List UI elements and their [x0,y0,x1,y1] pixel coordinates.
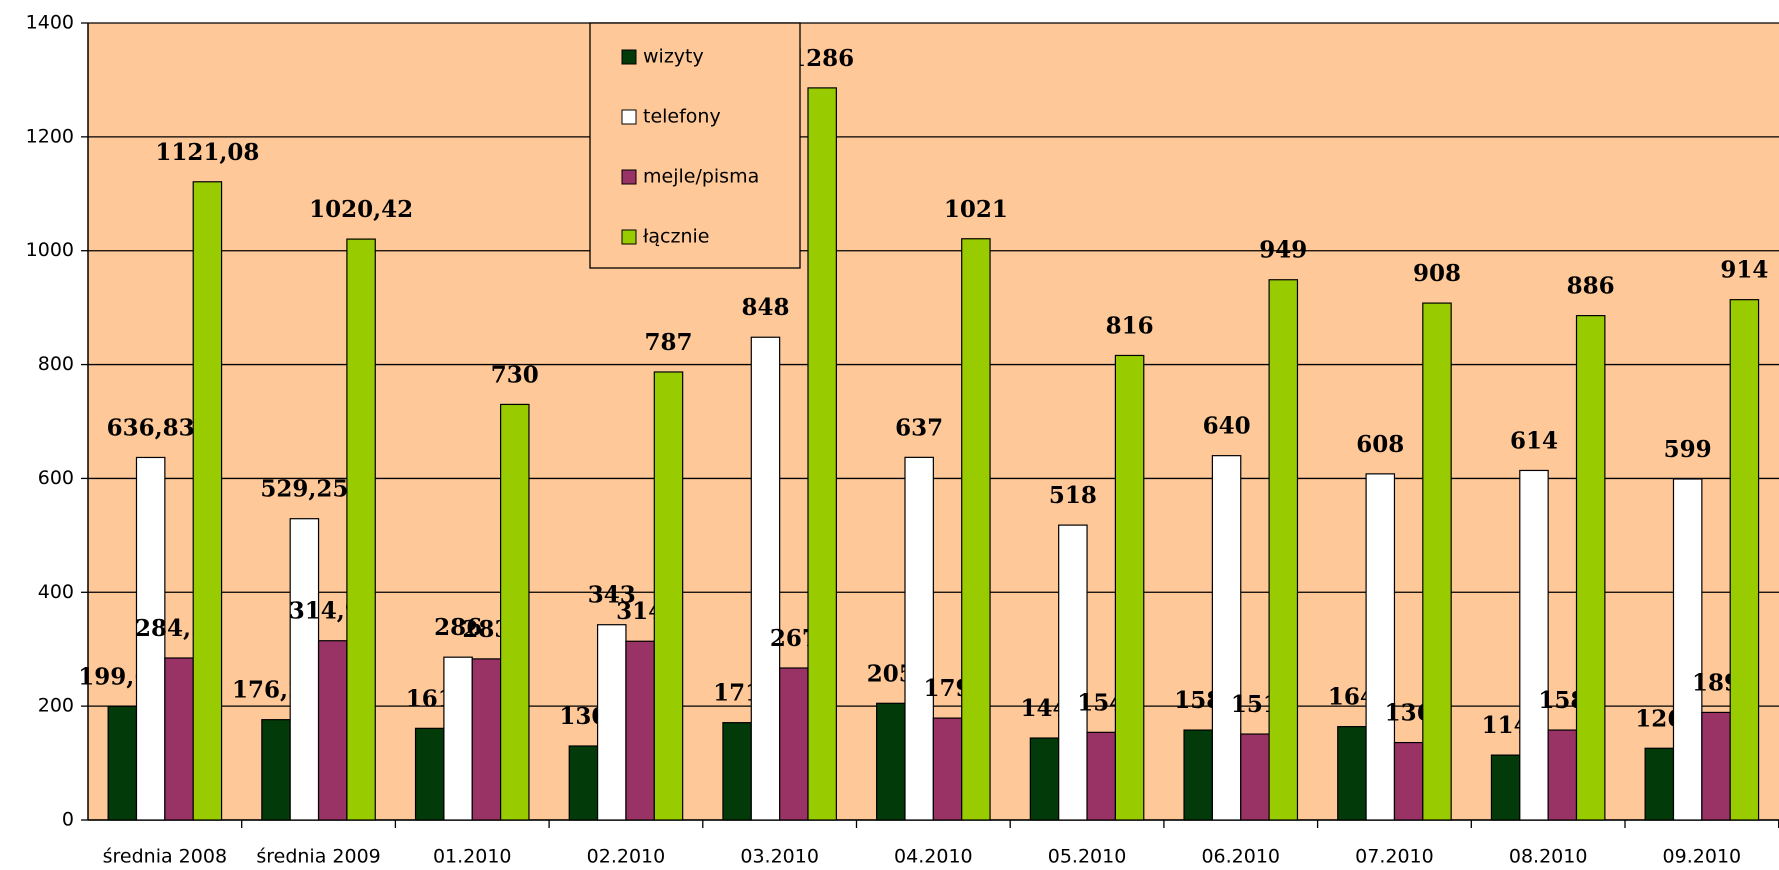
data-label: 1121,08 [155,139,259,166]
data-label: 636,83 [107,414,195,441]
data-label: 599 [1664,436,1712,463]
bar [1644,747,1675,821]
data-label: 1021 [944,196,1008,223]
x-tick-label: 07.2010 [1355,846,1434,868]
x-tick-label: średnia 2008 [103,846,227,868]
bar [1337,726,1367,821]
bar [1547,729,1578,821]
data-label: 286 [434,614,482,641]
bar [500,403,530,821]
x-tick-label: 06.2010 [1201,846,1280,868]
y-tick-label: 200 [38,695,74,717]
data-label: 730 [491,361,539,388]
bar [1519,469,1549,821]
bar [625,640,655,821]
legend-swatch [621,229,637,245]
data-label: 787 [644,329,692,356]
bar [1729,299,1760,821]
bar [1240,733,1270,821]
x-tick-label: 02.2010 [587,846,666,868]
bar [1365,473,1396,821]
legend-label: łącznie [643,226,709,248]
bar [1393,741,1424,821]
bar [568,745,599,821]
data-label: 816 [1106,312,1154,339]
bar [1701,711,1731,821]
bar [750,336,781,821]
bar [1422,302,1452,821]
y-tick-label: 600 [38,467,74,489]
data-label: 637 [895,414,943,441]
x-tick-label: 01.2010 [433,846,512,868]
data-label: 949 [1259,237,1307,264]
data-label: 914 [1720,257,1768,284]
legend-swatch [621,49,637,65]
bar [1490,754,1521,821]
legend-label: mejle/pisma [643,166,759,188]
data-label: 640 [1203,413,1251,440]
bar [107,705,138,821]
y-tick-label: 1200 [26,125,74,147]
bar [289,518,320,821]
bar [1029,737,1060,821]
bar [1086,731,1117,821]
bar [596,624,627,821]
data-label: 1020,42 [309,196,413,223]
x-tick-label: 03.2010 [740,846,819,868]
bar [1058,524,1088,821]
data-label: 848 [741,294,789,321]
x-tick-label: 04.2010 [894,846,973,868]
bar [1268,279,1299,821]
y-tick-label: 1000 [26,239,74,261]
y-tick-label: 1400 [26,12,74,34]
bar [722,722,752,821]
legend-label: wizyty [643,46,704,68]
data-label: 1286 [790,45,854,72]
y-tick-label: 800 [38,353,74,375]
data-label: 886 [1567,273,1615,300]
legend-swatch [621,169,637,185]
x-tick-label: 05.2010 [1048,846,1127,868]
bar [164,657,194,821]
data-label: 529,25 [260,476,348,503]
bar [904,456,934,821]
bar [653,371,684,821]
bar [779,667,809,821]
bar [317,640,348,821]
bar [1211,455,1242,821]
data-label: 908 [1413,260,1461,287]
legend-swatch [621,109,637,125]
bar [192,181,223,821]
data-label: 343 [588,582,636,609]
bar [346,238,376,821]
bar [932,717,963,821]
y-tick-label: 400 [38,581,74,603]
x-tick-label: 09.2010 [1663,846,1742,868]
bar [1183,729,1213,821]
bar [261,719,291,821]
data-label: 614 [1510,427,1558,454]
bar [807,87,837,821]
bar [414,727,445,821]
bar [1575,315,1606,821]
bar [1114,354,1145,821]
x-tick-label: 08.2010 [1509,846,1588,868]
data-label: 518 [1049,482,1097,509]
bar [1672,478,1703,821]
legend-label: telefony [643,106,721,128]
bar [471,658,502,821]
bar [961,238,991,821]
bar [876,702,906,821]
bar [443,656,473,821]
x-tick-label: średnia 2009 [256,846,380,868]
data-label: 608 [1356,431,1404,458]
y-tick-label: 0 [62,809,74,831]
bar [135,456,166,821]
